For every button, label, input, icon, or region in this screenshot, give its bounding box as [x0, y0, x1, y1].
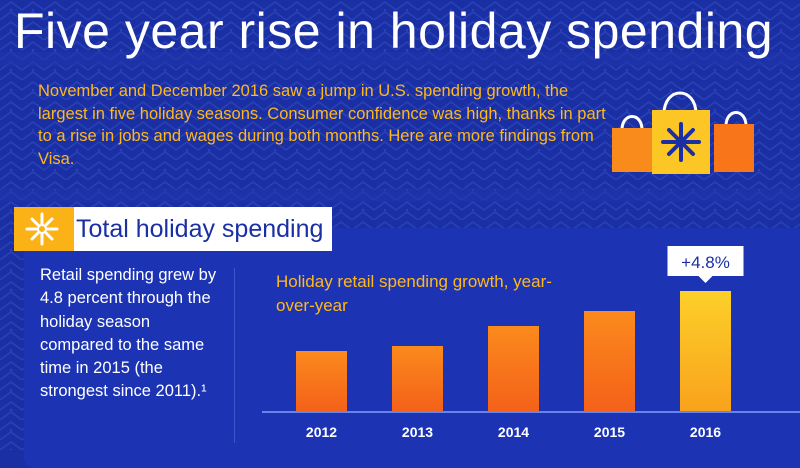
bar-2015 [584, 311, 635, 411]
bar-2012 [296, 351, 347, 411]
bar-2016 [680, 291, 731, 411]
divider [234, 268, 235, 443]
page-title: Five year rise in holiday spending [14, 3, 774, 59]
bar-2014 [488, 326, 539, 411]
tick-label-2014: 2014 [498, 424, 529, 440]
shopping-bags-icon [612, 91, 754, 174]
section-title: Total holiday spending [76, 215, 324, 243]
section-banner [14, 207, 332, 251]
intro-paragraph: November and December 2016 saw a jump in… [38, 82, 606, 168]
section-description: Retail spending grew by 4.8 percent thro… [40, 266, 217, 401]
tick-label-2013: 2013 [402, 424, 433, 440]
chart-title: Holiday retail spending growth, year-ove… [276, 272, 552, 315]
data-label-box [667, 246, 744, 283]
bar-chart: 2012 2013 2014 2015 2016 +4.8% [262, 246, 800, 440]
data-label-callout: +4.8% [667, 246, 744, 283]
bar-2013 [392, 346, 443, 411]
data-label-2016: +4.8% [681, 253, 730, 272]
tick-label-2015: 2015 [594, 424, 625, 440]
tick-label-2012: 2012 [306, 424, 337, 440]
snowflake-icon [25, 212, 59, 246]
tick-label-2016: 2016 [690, 424, 721, 440]
